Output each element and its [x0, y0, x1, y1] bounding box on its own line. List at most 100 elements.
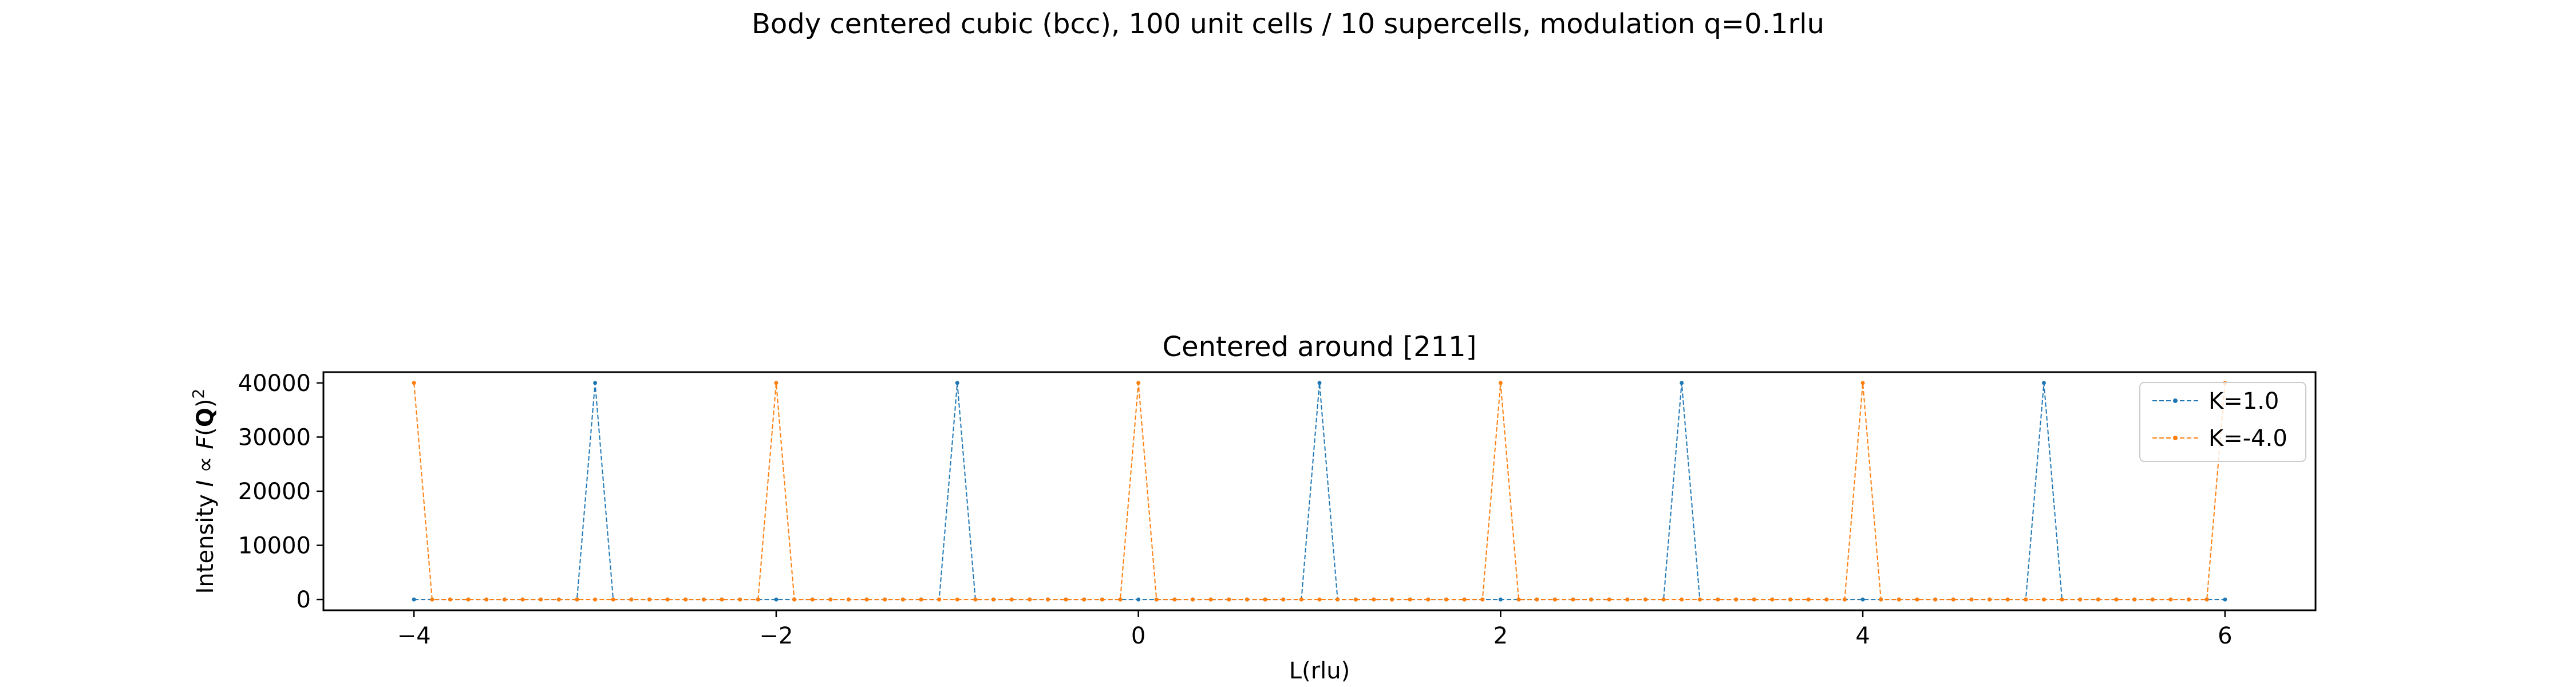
data-point-series-1 — [1082, 597, 1086, 602]
data-point-series-1 — [792, 597, 797, 602]
data-point-series-0 — [955, 381, 959, 385]
y-tick-label: 40000 — [238, 370, 311, 397]
data-point-series-1 — [1552, 597, 1557, 602]
data-point-series-1 — [1824, 597, 1829, 602]
data-point-series-1 — [1915, 597, 1919, 602]
data-point-series-1 — [1462, 597, 1467, 602]
data-point-series-1 — [1154, 597, 1159, 602]
x-axis-ticks: −4 −2 0 2 4 6 — [397, 610, 2233, 649]
data-point-series-1 — [1172, 597, 1177, 602]
data-point-series-1 — [756, 597, 760, 602]
data-point-series-1 — [1244, 597, 1249, 602]
data-point-series-0 — [774, 597, 779, 602]
data-point-series-0 — [1860, 597, 1865, 602]
chart-title: Centered around [211] — [1163, 331, 1477, 363]
data-point-series-1 — [430, 597, 434, 602]
data-point-series-1 — [1969, 597, 1974, 602]
data-point-series-1 — [539, 597, 543, 602]
data-point-series-1 — [466, 597, 471, 602]
data-point-series-1 — [720, 597, 724, 602]
x-tick-label: 0 — [1131, 623, 1145, 649]
data-point-series-1 — [412, 381, 416, 385]
data-point-series-0 — [1680, 381, 1684, 385]
data-point-series-1 — [1842, 597, 1847, 602]
data-point-series-1 — [701, 597, 706, 602]
data-point-series-1 — [1045, 597, 1050, 602]
data-point-series-1 — [1336, 597, 1340, 602]
data-point-series-1 — [1589, 597, 1594, 602]
data-point-series-1 — [883, 597, 887, 602]
y-tick-label: 10000 — [238, 533, 311, 559]
data-point-series-1 — [1788, 597, 1793, 602]
data-point-series-1 — [1227, 597, 1231, 602]
y-axis-ticks: 0 10000 20000 30000 40000 — [238, 370, 323, 613]
x-tick-label: 4 — [1855, 623, 1870, 649]
data-point-series-1 — [2078, 597, 2083, 602]
figure-suptitle: Body centered cubic (bcc), 100 unit cell… — [752, 8, 1824, 40]
data-point-series-1 — [919, 597, 923, 602]
data-point-series-1 — [810, 597, 815, 602]
data-point-series-1 — [1191, 597, 1195, 602]
data-point-series-1 — [1208, 597, 1213, 602]
data-point-series-1 — [647, 597, 651, 602]
data-point-series-1 — [1064, 597, 1068, 602]
data-point-series-1 — [1879, 597, 1883, 602]
data-point-series-1 — [556, 597, 561, 602]
data-point-series-1 — [1607, 597, 1611, 602]
data-point-series-1 — [2114, 597, 2119, 602]
data-point-series-1 — [1571, 597, 1575, 602]
axes-frame — [322, 371, 2317, 611]
data-point-series-1 — [665, 597, 670, 602]
data-point-series-1 — [1480, 597, 1485, 602]
data-point-series-1 — [448, 597, 452, 602]
data-point-series-1 — [1897, 597, 1901, 602]
data-point-series-0 — [593, 381, 598, 385]
y-label-exponent: 2 — [189, 389, 208, 399]
data-point-series-1 — [1408, 597, 1412, 602]
x-tick-label: 2 — [1494, 623, 1508, 649]
legend-label-k1: K=1.0 — [2208, 388, 2279, 414]
data-point-series-1 — [2132, 597, 2137, 602]
data-point-series-1 — [1353, 597, 1358, 602]
data-point-series-1 — [2168, 597, 2173, 602]
legend-marker-k1 — [2173, 398, 2178, 403]
data-point-series-1 — [1716, 597, 1720, 602]
data-point-series-1 — [738, 597, 742, 602]
data-point-series-1 — [1806, 597, 1811, 602]
data-point-series-1 — [1661, 597, 1666, 602]
data-point-series-1 — [1734, 597, 1739, 602]
data-point-series-1 — [1444, 597, 1448, 602]
data-point-series-1 — [900, 597, 905, 602]
data-point-series-1 — [1988, 597, 1992, 602]
y-label-proportional: ∝ — [192, 449, 219, 480]
data-point-series-1 — [1625, 597, 1630, 602]
data-point-series-1 — [2024, 597, 2028, 602]
data-point-series-1 — [2041, 597, 2046, 602]
data-point-series-1 — [1299, 597, 1303, 602]
data-point-series-1 — [2150, 597, 2155, 602]
y-label-paren-open: ( — [192, 427, 219, 436]
data-point-series-0 — [1136, 597, 1141, 602]
x-axis-label: L(rlu) — [1289, 658, 1350, 684]
data-point-series-1 — [1951, 597, 1955, 602]
data-point-series-1 — [1317, 597, 1322, 602]
data-point-series-1 — [1752, 597, 1756, 602]
y-label-intensity-symbol: I — [192, 480, 219, 487]
data-point-series-1 — [973, 597, 978, 602]
data-point-series-0 — [2223, 597, 2227, 602]
data-point-series-1 — [1933, 597, 1938, 602]
data-point-series-1 — [1498, 381, 1503, 385]
data-point-series-1 — [955, 597, 959, 602]
data-point-series-1 — [1535, 597, 1539, 602]
data-point-series-1 — [611, 597, 615, 602]
data-point-series-1 — [502, 597, 507, 602]
data-point-series-1 — [774, 381, 779, 385]
data-point-series-1 — [593, 597, 598, 602]
data-point-series-1 — [1697, 597, 1702, 602]
y-label-q-vector: Q — [192, 408, 219, 427]
y-label-structure-factor: F — [192, 436, 219, 449]
data-point-series-0 — [1317, 381, 1322, 385]
data-point-series-1 — [991, 597, 996, 602]
data-point-series-1 — [937, 597, 942, 602]
